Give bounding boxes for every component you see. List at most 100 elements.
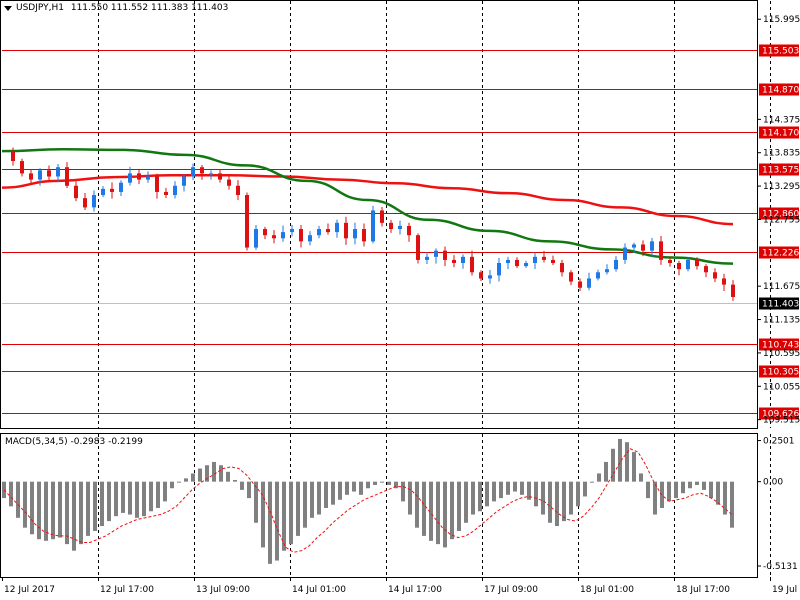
price-level-tag bbox=[759, 126, 799, 139]
macd-bar bbox=[541, 481, 545, 515]
header-menu-icon[interactable] bbox=[4, 6, 12, 11]
candle-body bbox=[326, 229, 330, 233]
price-level-tag-label: 113.575 bbox=[762, 166, 799, 176]
macd-bar bbox=[709, 481, 713, 499]
candle-body bbox=[443, 250, 447, 260]
macd-bar bbox=[450, 481, 454, 540]
macd-bar bbox=[492, 481, 496, 502]
candle-body bbox=[164, 191, 168, 196]
macd-bar bbox=[387, 481, 391, 485]
macd-bar bbox=[478, 481, 482, 512]
macd-bar bbox=[401, 481, 405, 502]
macd-title: MACD(5,34,5) -0.2983 -0.2199 bbox=[5, 437, 143, 447]
macd-bar bbox=[506, 481, 510, 495]
macd-bar bbox=[163, 481, 167, 502]
macd-bar bbox=[457, 481, 461, 531]
candle-body bbox=[191, 167, 195, 177]
candle-body bbox=[614, 259, 618, 270]
candle-body bbox=[479, 272, 483, 279]
candle-body bbox=[704, 266, 708, 273]
x-tick-label: 12 Jul 2017 bbox=[4, 585, 55, 595]
candle-body bbox=[596, 272, 600, 279]
macd-bar bbox=[205, 465, 209, 482]
macd-bar bbox=[534, 481, 538, 507]
candle-body bbox=[308, 235, 312, 242]
candle-body bbox=[560, 263, 564, 273]
macd-bar bbox=[86, 481, 90, 536]
macd-bar bbox=[569, 481, 573, 515]
macd-bar bbox=[422, 481, 426, 536]
macd-bar bbox=[170, 481, 174, 489]
macd-bar bbox=[2, 481, 6, 499]
macd-bar bbox=[583, 481, 587, 497]
macd-bar bbox=[555, 481, 559, 527]
macd-bar bbox=[219, 465, 223, 482]
macd-bar bbox=[562, 481, 566, 522]
macd-bar bbox=[604, 461, 608, 482]
y-tick-label: 115.995 bbox=[763, 15, 800, 25]
macd-bar bbox=[695, 481, 699, 485]
macd-bar bbox=[177, 481, 181, 483]
macd-bar bbox=[548, 481, 552, 523]
candle-body bbox=[56, 167, 60, 177]
moving-average-line bbox=[1, 148, 734, 265]
macd-bar bbox=[394, 481, 398, 489]
macd-bar bbox=[282, 481, 286, 551]
candle-body bbox=[668, 259, 672, 264]
candle-body bbox=[497, 263, 501, 276]
candle-body bbox=[245, 195, 249, 248]
candle-body bbox=[209, 173, 213, 175]
macd-bar bbox=[611, 448, 615, 482]
macd-bar bbox=[590, 481, 594, 483]
macd-bar bbox=[275, 481, 279, 561]
macd-bar bbox=[485, 481, 489, 507]
candle-body bbox=[182, 176, 186, 186]
candle-body bbox=[92, 195, 96, 208]
price-level-tag bbox=[759, 365, 799, 378]
candle-body bbox=[146, 176, 150, 180]
macd-bar bbox=[429, 481, 433, 541]
symbol-label: USDJPY,H1 bbox=[16, 3, 64, 13]
macd-bar bbox=[65, 481, 69, 545]
macd-bar bbox=[254, 481, 258, 523]
candle-body bbox=[569, 272, 573, 282]
price-level-tag bbox=[759, 207, 799, 220]
macd-bar bbox=[37, 481, 41, 540]
macd-panel-frame bbox=[0, 433, 758, 578]
candle-body bbox=[650, 241, 654, 251]
macd-bar bbox=[688, 481, 692, 489]
candle-body bbox=[506, 259, 510, 264]
macd-bar bbox=[303, 481, 307, 528]
candle-body bbox=[29, 173, 33, 180]
macd-bar bbox=[716, 481, 720, 505]
macd-bar bbox=[233, 480, 237, 482]
macd-bar bbox=[268, 481, 272, 564]
price-level-tag-label: 110.305 bbox=[762, 368, 799, 378]
price-level-tag-label: 114.870 bbox=[762, 86, 799, 96]
candle-body bbox=[371, 210, 375, 242]
ohlc-label: 111.550 111.552 111.383 111.403 bbox=[70, 3, 229, 13]
y-tick-label: 112.755 bbox=[763, 215, 800, 225]
candle-body bbox=[317, 229, 321, 236]
candle-body bbox=[236, 185, 240, 196]
macd-bar bbox=[310, 481, 314, 518]
candle-body bbox=[335, 222, 339, 233]
x-tick-label: 19 Jul 09:00 bbox=[772, 585, 800, 595]
macd-bar bbox=[331, 481, 335, 505]
candle-body bbox=[416, 235, 420, 260]
macd-bar bbox=[436, 481, 440, 545]
macd-bar bbox=[149, 481, 153, 512]
macd-bar bbox=[366, 481, 370, 489]
macd-bar bbox=[359, 481, 363, 495]
current-price-tag bbox=[759, 297, 799, 310]
candle-body bbox=[470, 256, 474, 273]
macd-bar bbox=[702, 481, 706, 490]
price-level-tag-label: 112.226 bbox=[762, 249, 799, 259]
macd-bar bbox=[639, 473, 643, 482]
candle-body bbox=[38, 170, 42, 180]
macd-bar bbox=[576, 481, 580, 507]
macd-bar bbox=[212, 461, 216, 482]
x-tick-label: 12 Jul 17:00 bbox=[100, 585, 154, 595]
candle-body bbox=[128, 173, 132, 183]
